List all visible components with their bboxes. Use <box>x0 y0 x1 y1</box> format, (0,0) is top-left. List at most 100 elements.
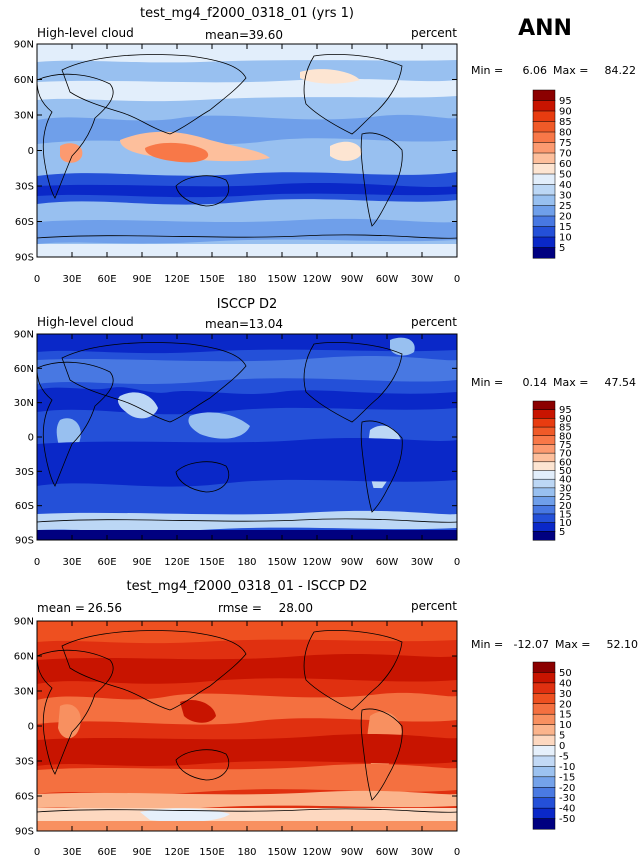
panel-diff-rmse-label: rmse = <box>218 601 262 615</box>
panel-diff-max-value: 52.10 <box>607 638 639 651</box>
panel-model-max-label: Max = <box>553 64 588 77</box>
lon-tick-label: 90E <box>132 557 151 568</box>
colorbar-level-label: 95 <box>559 96 572 107</box>
lon-tick-label: 30W <box>411 847 434 858</box>
colorbar-swatch <box>532 487 556 498</box>
panel-obs-units: percent <box>411 315 457 329</box>
lon-tick-label: 120W <box>303 847 332 858</box>
colorbar-level-label: 50 <box>559 170 572 181</box>
lon-tick-label: 180 <box>237 847 256 858</box>
lat-tick-label: 90N <box>14 330 34 341</box>
colorbar-level-label: 25 <box>559 492 572 503</box>
panel-obs-map <box>37 334 457 540</box>
colorbar-level-label: 10 <box>559 233 572 244</box>
panel-obs-lat-axis: 90N 60N 30N 0 30S 60S 90S <box>14 330 457 547</box>
colorbar-level-label: 70 <box>559 149 572 160</box>
lon-tick-label: 120E <box>164 274 189 285</box>
colorbar-level-label: 75 <box>559 138 572 149</box>
season-label: ANN <box>518 16 572 41</box>
colorbar-level-label: -10 <box>559 762 575 773</box>
panel-diff-units: percent <box>411 599 457 613</box>
lat-tick-label: 60S <box>15 501 34 512</box>
colorbar-swatch <box>532 110 556 123</box>
colorbar-level-label: 50 <box>559 668 572 679</box>
colorbar-level-label: 90 <box>559 107 572 118</box>
lat-tick-label: 0 <box>28 146 34 157</box>
colorbar-swatch <box>532 142 556 154</box>
colorbar-swatch <box>532 724 556 736</box>
panel-model-units: percent <box>411 26 457 40</box>
colorbar-swatch <box>532 400 556 411</box>
colorbar-swatch <box>532 755 556 767</box>
colorbar-level-label: 20 <box>559 699 572 710</box>
lon-tick-label: 90E <box>132 274 151 285</box>
panel-model-map <box>37 44 457 257</box>
panel-model-min-value: 6.06 <box>523 64 548 77</box>
colorbar-swatch <box>532 409 556 419</box>
lon-tick-label: 90W <box>341 557 364 568</box>
colorbar-swatch <box>532 693 556 705</box>
lon-tick-label: 0 <box>34 274 40 285</box>
panel-diff-lat-axis: 90N 60N 30N 0 30S 60S 90S <box>14 617 457 838</box>
lat-tick-label: 90N <box>14 40 34 51</box>
colorbar-swatch <box>532 194 556 207</box>
colorbar-swatch <box>532 496 556 506</box>
lat-tick-label: 60S <box>15 217 34 228</box>
panel-obs-variable: High-level cloud <box>37 315 134 329</box>
colorbar-swatch <box>532 807 556 820</box>
lon-tick-label: 30W <box>411 557 434 568</box>
colorbar-swatch <box>532 713 556 726</box>
panel-obs-min-label: Min = <box>471 376 503 389</box>
colorbar-level-label: 30 <box>559 191 572 202</box>
panel-diff-title: test_mg4_f2000_0318_01 - ISCCP D2 <box>127 579 368 594</box>
lon-tick-label: 30E <box>62 557 81 568</box>
lon-tick-label: 60W <box>376 847 399 858</box>
colorbar-swatch <box>532 236 556 249</box>
lat-tick-label: 90S <box>15 253 34 264</box>
colorbar-swatch <box>532 184 556 196</box>
colorbar-swatch <box>532 121 556 133</box>
colorbar-level-label: -5 <box>559 751 569 762</box>
panel-model-title: test_mg4_f2000_0318_01 (yrs 1) <box>140 6 354 21</box>
colorbar-level-label: 15 <box>559 509 572 520</box>
colorbar-level-label: 85 <box>559 117 572 128</box>
colorbar-swatch <box>532 478 556 489</box>
colorbar-swatch <box>532 226 556 238</box>
colorbar-swatch <box>532 418 556 428</box>
lon-tick-label: 0 <box>454 847 460 858</box>
colorbar-swatch <box>532 661 556 673</box>
lat-tick-label: 30N <box>14 111 34 122</box>
panel-diff-stats: Min = -12.07 Max = 52.10 <box>471 638 638 651</box>
colorbar-swatch <box>532 787 556 799</box>
lon-tick-label: 30E <box>62 847 81 858</box>
colorbar-swatch <box>532 745 556 757</box>
colorbar-swatch <box>532 444 556 454</box>
lon-tick-label: 150E <box>199 557 224 568</box>
colorbar-swatch <box>532 100 556 112</box>
colorbar-level-label: 80 <box>559 128 572 139</box>
colorbar-level-label: 20 <box>559 501 572 512</box>
colorbar-level-label: -20 <box>559 783 575 794</box>
panel-model: test_mg4_f2000_0318_01 (yrs 1) High-leve… <box>14 6 636 285</box>
colorbar-swatch <box>532 531 556 541</box>
panel-model-coastlines <box>37 54 457 239</box>
lon-tick-label: 90E <box>132 847 151 858</box>
colorbar-level-label: 15 <box>559 222 572 233</box>
colorbar-level-label: 40 <box>559 678 572 689</box>
lon-tick-label: 60E <box>97 557 116 568</box>
lon-tick-label: 120W <box>303 557 332 568</box>
colorbar-level-label: 40 <box>559 180 572 191</box>
panel-obs-min-value: 0.14 <box>523 376 548 389</box>
lat-tick-label: 0 <box>28 722 34 733</box>
lat-tick-label: 90S <box>15 827 34 838</box>
panel-model-mean-label: mean= <box>205 28 249 42</box>
colorbar-level-label: 10 <box>559 720 572 731</box>
lon-tick-label: 60W <box>376 274 399 285</box>
lon-tick-label: 120E <box>164 847 189 858</box>
lon-tick-label: 150E <box>199 847 224 858</box>
lon-tick-label: 150W <box>268 557 297 568</box>
colorbar-swatch <box>532 766 556 778</box>
panel-diff-min-label: Min = <box>471 638 503 651</box>
